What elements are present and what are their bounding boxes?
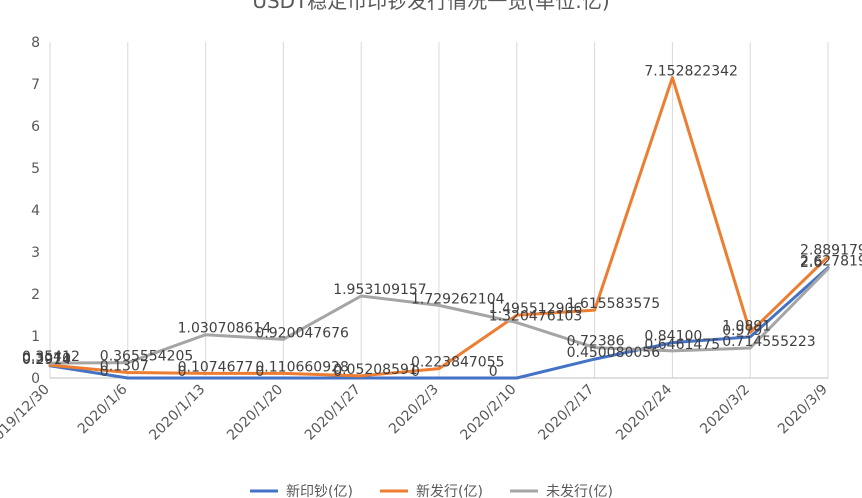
- data-label: 0.84100: [644, 329, 702, 345]
- series-group: [48, 76, 830, 380]
- x-tick-label: 2020/1/13: [146, 382, 208, 444]
- x-tick-label: 2020/2/3: [386, 382, 442, 438]
- y-tick-label: 4: [31, 203, 40, 219]
- data-label: 0.450080056: [567, 345, 661, 361]
- data-label: 0.223847055: [411, 355, 505, 371]
- x-tick-label: 2020/2/24: [613, 381, 675, 443]
- data-label: 0.6461475: [644, 337, 720, 353]
- legend: 新印钞(亿) 新发行(亿) 未发行(亿): [250, 484, 613, 498]
- data-label: 0: [489, 364, 498, 380]
- data-label: 1.030708614: [178, 321, 272, 337]
- y-tick-label: 7: [31, 77, 40, 93]
- data-label: 2.889179591: [800, 243, 862, 259]
- data-label: 1.0891: [722, 318, 771, 334]
- grid: [49, 42, 829, 378]
- data-label: 1.320476103: [489, 309, 583, 325]
- data-label: 0.35412: [22, 349, 80, 365]
- y-tick-label: 2: [31, 287, 40, 303]
- x-tick-label: 2020/3/9: [775, 382, 831, 438]
- series-line: [48, 76, 830, 378]
- data-label: 1.953109157: [333, 282, 427, 298]
- data-label: 0.979: [722, 323, 762, 339]
- y-tick-label: 8: [31, 35, 40, 51]
- legend-label: 新印钞(亿): [286, 484, 353, 498]
- y-tick-label: 1: [31, 329, 40, 345]
- data-label: 0: [255, 364, 264, 380]
- legend-label: 未发行(亿): [546, 484, 613, 498]
- series-line: [48, 266, 830, 380]
- data-label: 0: [100, 364, 109, 380]
- x-tick-label: 2020/3/2: [697, 382, 753, 438]
- y-tick-label: 3: [31, 245, 40, 261]
- axes: 0 1 2 3 4 5 6 7 8 2019/12/30 2020/1/6 2020/1/13 2020…: [0, 35, 831, 450]
- data-label: 0.72386: [567, 334, 625, 350]
- data-label: 0: [178, 364, 187, 380]
- data-label: 7.152822342: [644, 64, 738, 80]
- x-tick-label: 2020/1/6: [75, 381, 131, 437]
- legend-label: 新发行(亿): [416, 484, 483, 498]
- x-tick-label: 2020/2/17: [535, 382, 597, 444]
- data-label: 0: [411, 364, 420, 380]
- data-label: 0.1307: [100, 359, 149, 375]
- y-tick-label: 0: [31, 371, 40, 387]
- data-label: 2.6: [800, 255, 822, 271]
- data-label: 0.05208591: [333, 362, 418, 378]
- data-label: 1.495512906: [489, 301, 583, 317]
- series-line: [48, 267, 830, 365]
- data-label: 0.2914: [22, 352, 71, 368]
- data-label: 0.1074677: [178, 359, 254, 375]
- y-tick-label: 5: [31, 161, 40, 177]
- data-label: 0.920047676: [255, 325, 349, 341]
- data-label: 1.729262104: [411, 291, 505, 307]
- data-label: 2.627819361: [800, 254, 862, 270]
- data-label: 0.714555223: [722, 334, 816, 350]
- y-tick-label: 6: [31, 119, 40, 135]
- data-label: 1.615583575: [567, 296, 661, 312]
- x-tick-label: 2020/1/20: [224, 382, 286, 444]
- data-label: 0.110660928: [255, 359, 349, 375]
- chart-title: USDT稳定币印钞发行情况一览(单位:亿): [252, 0, 609, 13]
- x-tick-label: 2019/12/30: [0, 382, 53, 450]
- data-label: 0: [333, 364, 342, 380]
- data-label: 0.3070: [22, 351, 71, 367]
- x-tick-label: 2020/1/27: [302, 382, 364, 444]
- data-label: 0.365554205: [100, 349, 194, 365]
- x-tick-label: 2020/2/10: [458, 382, 520, 444]
